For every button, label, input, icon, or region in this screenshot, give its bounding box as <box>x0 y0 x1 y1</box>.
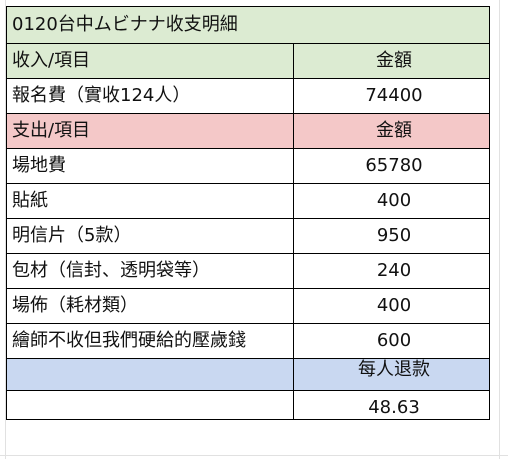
expense-item-cell[interactable]: 貼紙 <box>6 183 294 219</box>
income-header-row: 收入/項目 金額 <box>6 43 490 79</box>
sheet-title[interactable]: 0120台中ムビナナ收支明細 <box>6 6 490 44</box>
expense-amount-cell[interactable]: 400 <box>293 288 490 324</box>
expense-item-cell[interactable]: 場地費 <box>6 148 294 184</box>
expense-amount-cell[interactable]: 600 <box>293 323 490 359</box>
expense-amount-cell[interactable]: 65780 <box>293 148 490 184</box>
refund-blank-cell[interactable] <box>6 390 294 420</box>
income-item-header[interactable]: 收入/項目 <box>6 43 294 79</box>
ledger-table: 0120台中ムビナナ收支明細 收入/項目 金額 報名費（實收124人） 7440… <box>6 6 490 420</box>
table-row: 繪師不收但我們硬給的壓歲錢 600 <box>6 323 490 359</box>
refund-value-row: 48.63 <box>6 390 490 420</box>
expense-amount-header[interactable]: 金額 <box>293 113 490 149</box>
refund-header-row: 每人退款 <box>6 358 490 391</box>
expense-item-cell[interactable]: 明信片（5款） <box>6 218 294 254</box>
expense-header-row: 支出/項目 金額 <box>6 113 490 149</box>
table-row: 場地費 65780 <box>6 148 490 184</box>
expense-item-cell[interactable]: 繪師不收但我們硬給的壓歲錢 <box>6 323 294 359</box>
table-row: 貼紙 400 <box>6 183 490 219</box>
table-row: 場佈（耗材類） 400 <box>6 288 490 324</box>
title-row: 0120台中ムビナナ收支明細 <box>6 6 490 44</box>
table-row: 包材（信封、透明袋等） 240 <box>6 253 490 289</box>
expense-amount-cell[interactable]: 950 <box>293 218 490 254</box>
refund-label-cell[interactable]: 每人退款 <box>293 358 490 391</box>
expense-amount-cell[interactable]: 400 <box>293 183 490 219</box>
income-item-cell[interactable]: 報名費（實收124人） <box>6 78 294 114</box>
income-amount-cell[interactable]: 74400 <box>293 78 490 114</box>
income-amount-header[interactable]: 金額 <box>293 43 490 79</box>
expense-amount-cell[interactable]: 240 <box>293 253 490 289</box>
table-row: 明信片（5款） 950 <box>6 218 490 254</box>
expense-item-cell[interactable]: 場佈（耗材類） <box>6 288 294 324</box>
refund-value-cell[interactable]: 48.63 <box>293 390 490 420</box>
refund-empty-cell[interactable] <box>6 358 294 391</box>
expense-item-header[interactable]: 支出/項目 <box>6 113 294 149</box>
expense-item-cell[interactable]: 包材（信封、透明袋等） <box>6 253 294 289</box>
table-row: 報名費（實收124人） 74400 <box>6 78 490 114</box>
